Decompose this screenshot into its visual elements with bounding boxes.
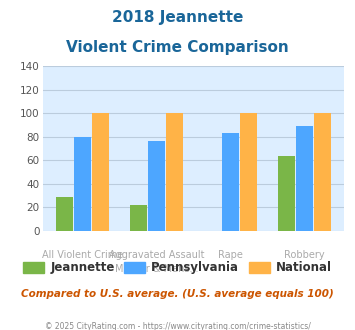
Bar	[222, 133, 239, 231]
Bar	[74, 137, 91, 231]
Text: Aggravated Assault: Aggravated Assault	[109, 250, 204, 260]
Bar	[313, 113, 331, 231]
Legend: Jeannette, Pennsylvania, National: Jeannette, Pennsylvania, National	[18, 257, 337, 279]
Bar	[278, 155, 295, 231]
Bar	[130, 205, 147, 231]
Text: Violent Crime Comparison: Violent Crime Comparison	[66, 40, 289, 54]
Text: Robbery: Robbery	[284, 250, 325, 260]
Text: 2018 Jeannette: 2018 Jeannette	[112, 10, 243, 25]
Text: Murder & Mans...: Murder & Mans...	[115, 264, 198, 274]
Bar	[148, 142, 165, 231]
Bar	[240, 113, 257, 231]
Bar	[92, 113, 109, 231]
Bar	[296, 126, 313, 231]
Bar	[166, 113, 183, 231]
Text: Compared to U.S. average. (U.S. average equals 100): Compared to U.S. average. (U.S. average …	[21, 289, 334, 299]
Text: All Violent Crime: All Violent Crime	[42, 250, 123, 260]
Text: Rape: Rape	[218, 250, 243, 260]
Bar	[56, 197, 73, 231]
Text: © 2025 CityRating.com - https://www.cityrating.com/crime-statistics/: © 2025 CityRating.com - https://www.city…	[45, 322, 310, 330]
